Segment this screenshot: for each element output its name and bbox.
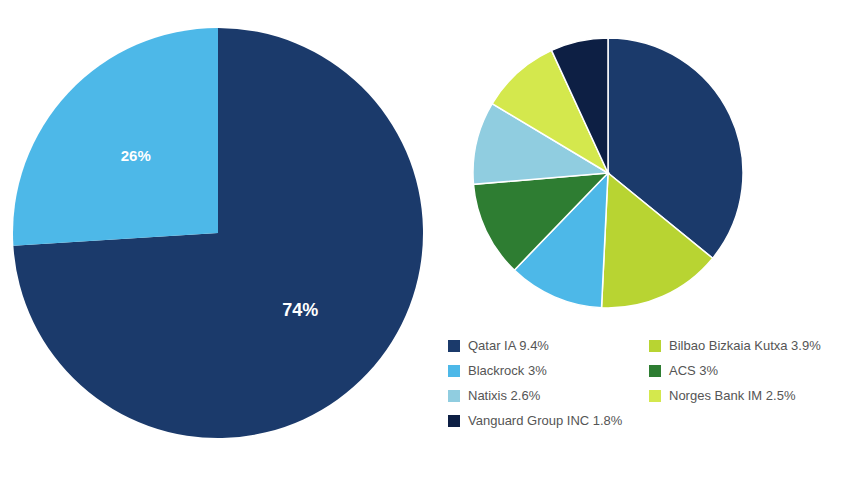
html-text:Qatar IA 9.4%: Qatar IA 9.4% [468, 338, 549, 353]
html-text:Norges Bank IM 2.5%: Norges Bank IM 2.5% [669, 388, 796, 403]
html-text:ACS 3%: ACS 3% [669, 363, 719, 378]
html-text:Blackrock 3%: Blackrock 3% [468, 363, 547, 378]
html-text:Vanguard Group INC 1.8%: Vanguard Group INC 1.8% [468, 413, 623, 428]
svg-text:74%: 74% [282, 300, 318, 320]
svg-text:26%: 26% [121, 147, 151, 164]
html-text:Bilbao Bizkaia Kutxa 3.9%: Bilbao Bizkaia Kutxa 3.9% [669, 338, 821, 353]
html-text:Natixis 2.6%: Natixis 2.6% [468, 388, 541, 403]
